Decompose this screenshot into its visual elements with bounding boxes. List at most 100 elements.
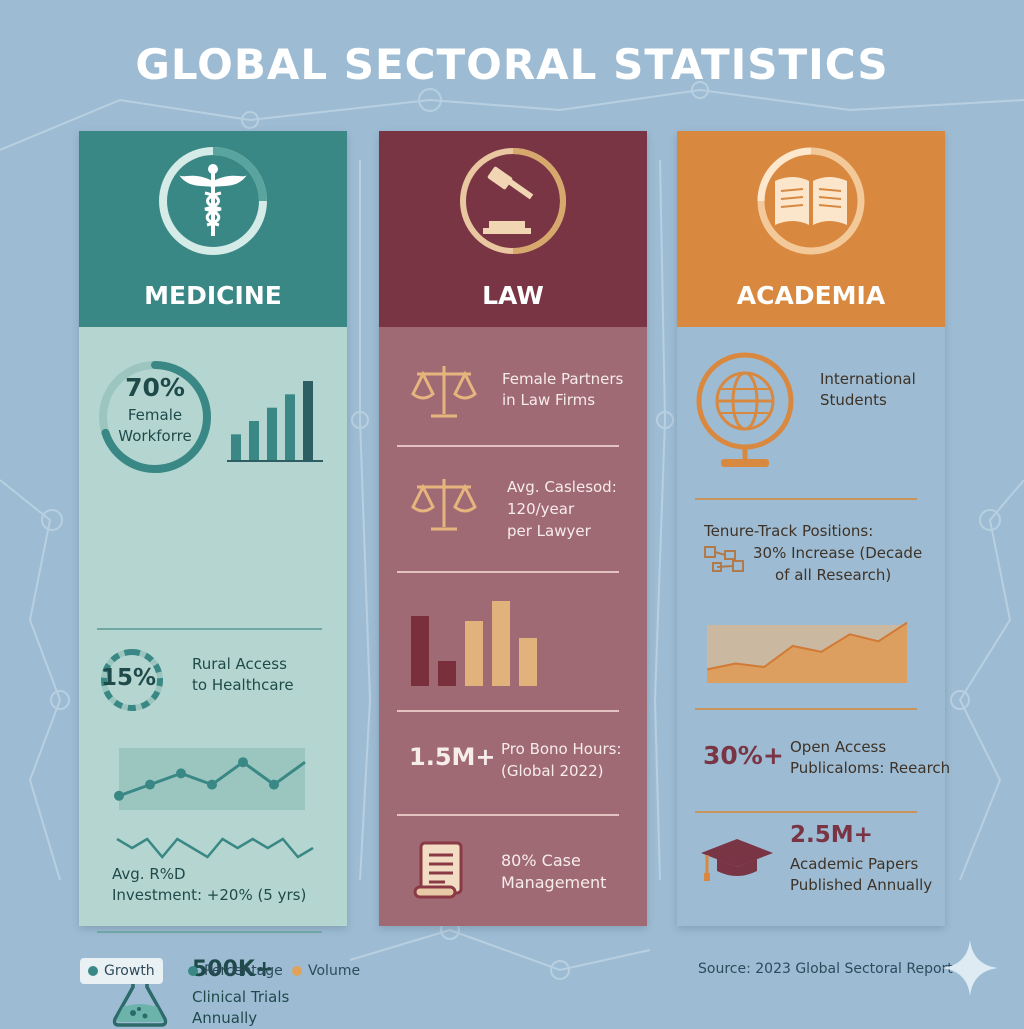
open-access-line1: Open Access — [790, 738, 887, 756]
papers-line2: Published Annually — [790, 876, 933, 894]
medicine-bar — [267, 407, 277, 461]
legend-dot — [292, 966, 302, 976]
divider — [695, 498, 917, 500]
law-content: Female Partners in Law Firms Avg. Casles… — [379, 327, 647, 926]
female-workforce-line2: Workforre — [118, 427, 192, 445]
law-label: LAW — [482, 281, 544, 310]
medicine-trend-point — [114, 790, 124, 801]
source-note: Source: 2023 Global Sectoral Report — [698, 961, 953, 977]
legend-label: Percentage — [204, 963, 283, 979]
case-mgmt-line2: Management — [501, 873, 607, 892]
medicine-column: MEDICINE 70% Female Workforre 15% Rural … — [79, 131, 347, 1027]
papers-line1: Academic Papers — [790, 855, 919, 873]
medicine-label: MEDICINE — [144, 281, 282, 310]
divider — [397, 814, 619, 816]
academia-area-chart — [707, 621, 908, 683]
female-workforce-line1: Female — [127, 406, 183, 424]
female-workforce-value: 70% — [125, 373, 185, 402]
pro-bono-line1: Pro Bono Hours: — [501, 740, 622, 758]
caseload-line1: Avg. Caslesod: — [507, 478, 617, 496]
medicine-trend-chart — [114, 757, 306, 801]
intl-line2: Students — [820, 391, 887, 409]
female-workforce-ring — [99, 361, 211, 473]
academia-area — [707, 622, 907, 683]
legend-item-percentage[interactable]: Percentage — [188, 958, 283, 984]
rnd-line1: Avg. R%D — [112, 865, 186, 883]
scales-icon — [411, 366, 477, 418]
medicine-trend-line — [118, 760, 306, 798]
medicine-wave-chart — [116, 837, 314, 859]
pro-bono-line2: (Global 2022) — [501, 762, 604, 780]
intl-line1: International — [820, 370, 916, 388]
academia-content: International Students Tenure-Track Posi… — [677, 327, 950, 926]
scales-icon — [411, 479, 477, 531]
trials-value: 500K+ — [192, 957, 274, 982]
rural-access-line1: Rural Access — [192, 655, 287, 673]
law-bar — [465, 621, 483, 686]
law-bar — [519, 638, 537, 686]
medicine-body: 70% Female Workforre 15% Rural Access to… — [79, 327, 347, 1027]
medicine-bar-chart — [227, 381, 323, 462]
network-icon — [704, 546, 744, 572]
tenure-line2: 30% Increase (Decade — [753, 544, 923, 562]
case-mgmt-line1: 80% Case — [501, 851, 581, 870]
trend-chart-background — [119, 748, 305, 810]
medicine-bar — [249, 421, 259, 461]
medicine-wave-line — [116, 837, 314, 859]
rnd-line2: Investment: +20% (5 yrs) — [112, 886, 307, 904]
rural-access-value: 15% — [101, 665, 157, 691]
legend-item-growth[interactable]: Growth — [80, 958, 163, 984]
medicine-trend-point — [207, 779, 217, 790]
gavel-icon — [460, 148, 566, 254]
law-bar — [438, 661, 456, 686]
legend-dot — [188, 966, 198, 976]
trials-line1: Clinical Trials — [192, 988, 290, 1006]
legend-dot — [88, 966, 98, 976]
divider — [695, 708, 917, 710]
rural-access-ring — [101, 649, 163, 711]
law-bar-chart — [411, 601, 537, 686]
medicine-trend-point — [269, 779, 279, 790]
medicine-bar — [285, 394, 295, 461]
graduation-cap-icon — [701, 839, 773, 881]
legend-item-volume[interactable]: Volume — [292, 958, 360, 984]
divider — [397, 445, 619, 447]
open-access-value: 30%+ — [703, 741, 784, 770]
caseload-line2: 120/year — [507, 500, 575, 518]
divider — [97, 628, 322, 630]
academia-header: ACADEMIA — [677, 131, 945, 327]
globe-icon — [696, 352, 794, 467]
academia-label: ACADEMIA — [736, 281, 886, 310]
sparkle-icon — [942, 940, 998, 996]
caseload-line3: per Lawyer — [507, 522, 591, 540]
academia-area-line — [707, 621, 908, 671]
medicine-header: MEDICINE — [79, 131, 347, 327]
medicine-trend-point — [145, 779, 155, 790]
law-bar — [492, 601, 510, 686]
caduceus-icon — [159, 147, 267, 255]
academia-column: ACADEMIA — [677, 131, 945, 926]
divider — [695, 811, 917, 813]
tenure-line1: Tenure-Track Positions: — [704, 522, 874, 540]
medicine-trend-point — [176, 768, 186, 779]
papers-value: 2.5M+ — [790, 822, 873, 848]
divider — [97, 931, 322, 933]
medicine-bar — [303, 381, 313, 461]
legend-label: Growth — [104, 963, 155, 979]
law-header: LAW — [379, 131, 647, 327]
divider — [397, 571, 619, 573]
pro-bono-value: 1.5M+ — [409, 743, 496, 771]
book-icon — [757, 147, 865, 255]
law-bar — [411, 616, 429, 686]
medicine-bar — [231, 434, 241, 461]
partners-line1: Female Partners — [502, 370, 624, 388]
open-access-line2: Publicaloms: Reearch — [790, 759, 951, 777]
rural-access-line2: to Healthcare — [192, 676, 294, 694]
page-title: GLOBAL SECTORAL STATISTICS — [135, 40, 889, 89]
tenure-line3: of all Research) — [775, 566, 892, 584]
scroll-icon — [413, 841, 463, 899]
legend-label: Volume — [308, 963, 361, 979]
trials-line2: Annually — [192, 1009, 258, 1027]
partners-line2: in Law Firms — [502, 391, 596, 409]
